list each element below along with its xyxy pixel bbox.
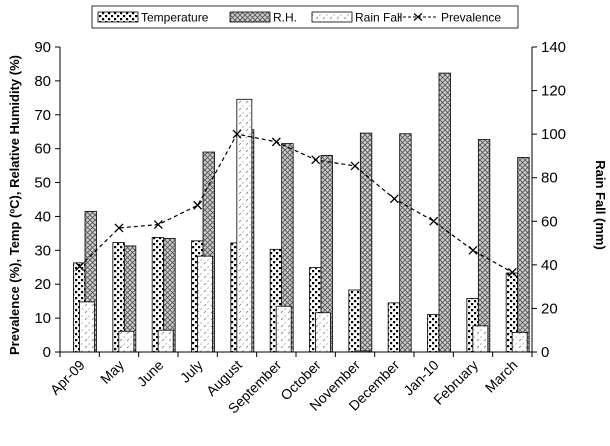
bars-layer [73, 72, 530, 353]
prevalence-point-march [507, 267, 517, 277]
x-tick-label: May [97, 357, 127, 387]
prevalence-point-february [468, 245, 478, 255]
bar-rainfall-june [157, 329, 174, 353]
legend-label: Temperature [141, 11, 209, 25]
legend: Temperature R.H. Rain Fall Prevalence [91, 5, 519, 29]
y2-tick-label: 20 [541, 300, 558, 317]
bar-temperature-jan-10 [427, 313, 440, 353]
y-tick-label: 30 [34, 242, 51, 259]
y2-tick-label: 80 [541, 170, 558, 187]
prevalence-point-may [114, 223, 124, 233]
legend-item-r-h: R.H. [229, 11, 297, 25]
prevalence-point-december [389, 194, 399, 204]
bar-rainfall-apr-09 [79, 301, 95, 353]
prevalence-line [79, 133, 513, 273]
y-tick-label: 70 [34, 107, 51, 124]
y-tick-label: 80 [34, 73, 51, 90]
bar-rh-december [399, 133, 412, 353]
y2-tick-label: 0 [541, 344, 549, 361]
legend-frame [91, 5, 519, 29]
prevalence-point-july [193, 200, 203, 210]
x-tick-label: March [482, 357, 521, 396]
y-tick-label: 10 [34, 310, 51, 327]
prevalence-point-october [311, 155, 321, 165]
bar-rainfall-september [275, 305, 292, 353]
legend-label: Prevalence [441, 11, 501, 25]
legend-item-rain-fall: Rain Fall [311, 11, 402, 25]
bar-rh-jan-10 [438, 72, 451, 353]
bar-rainfall-march [511, 331, 528, 353]
y2-tick-label: 140 [541, 39, 566, 56]
x-tick-label: July [177, 357, 206, 386]
legend-label: Rain Fall [355, 11, 402, 25]
bar-rainfall-february [472, 325, 489, 353]
x-tick-label: June [134, 357, 167, 390]
prevalence-point-june [153, 220, 163, 230]
y-tick-label: 20 [34, 276, 51, 293]
line-layer [75, 129, 517, 277]
y2-tick-label: 100 [541, 126, 566, 143]
y-tick-label: 0 [43, 344, 51, 361]
legend-item-temperature: Temperature [97, 11, 209, 25]
bar-rainfall-october [315, 312, 331, 353]
bar-rh-november [359, 132, 373, 353]
prevalence-point-jan-10 [429, 216, 439, 226]
x-tick-label: Apr-09 [47, 357, 88, 398]
legend-item-prevalence: Prevalence [398, 11, 501, 25]
y-tick-label: 50 [34, 175, 51, 192]
bar-rh-february [477, 139, 491, 353]
y-tick-label: 60 [34, 141, 51, 158]
bar-rh-march [517, 157, 530, 353]
y2-tick-label: 40 [541, 257, 558, 274]
bar-rainfall-july [197, 255, 213, 353]
y2-tick-label: 60 [541, 213, 558, 230]
bar-temperature-december [387, 302, 401, 353]
y-tick-label: 40 [34, 208, 51, 225]
bar-rainfall-may [118, 330, 135, 353]
y-tick-label: 90 [34, 39, 51, 56]
y-axis-title: Prevalence (%), Temp (ºC), Relative Humi… [7, 55, 22, 355]
prevalence-point-september [271, 137, 281, 147]
prevalence-point-apr-09 [75, 262, 85, 272]
y2-axis-title: Rain Fall (mm) [593, 160, 608, 250]
bar-temperature-november [348, 289, 361, 353]
y2-tick-label: 120 [541, 83, 566, 100]
prevalence-point-november [350, 161, 360, 171]
legend-label: R.H. [273, 11, 297, 25]
prevalence-point-august [232, 129, 242, 139]
